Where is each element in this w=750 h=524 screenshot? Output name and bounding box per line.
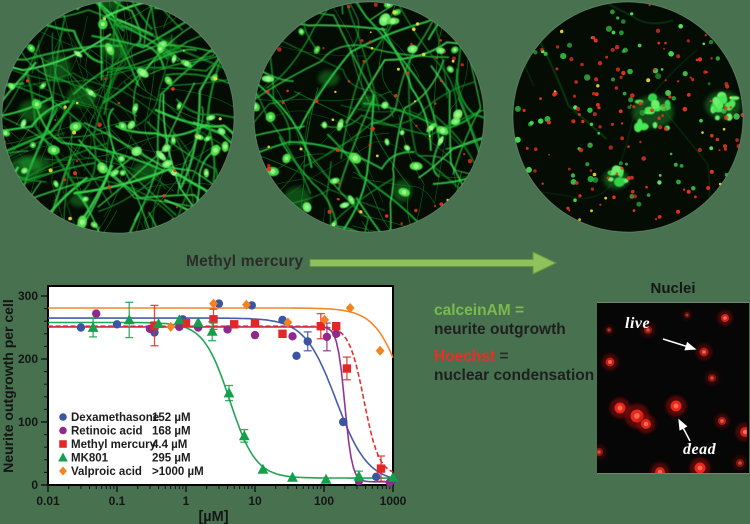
svg-text:300: 300 <box>18 289 38 303</box>
micrograph-degenerated-cells <box>513 2 743 232</box>
treatment-label: Methyl mercury <box>186 253 304 270</box>
series-Retinoic-acid <box>92 309 394 487</box>
svg-text:4.4 µM: 4.4 µM <box>152 439 187 451</box>
svg-text:100: 100 <box>314 494 334 508</box>
fit-curve-Valproic-acid <box>48 307 394 359</box>
hoechst-term-line: Hoechst = <box>434 347 509 366</box>
svg-text:Valproic acid: Valproic acid <box>71 466 142 478</box>
svg-text:10: 10 <box>248 494 262 508</box>
axis-ticks <box>41 295 394 492</box>
fit-curve-Dexamethasone <box>48 317 394 479</box>
micrograph-intermediate-neurites <box>254 2 484 232</box>
calcein-desc-line: neurite outgrowth <box>434 320 566 339</box>
svg-text:100: 100 <box>18 415 38 429</box>
dose-response-chart: 0.01 0.1 1 10 100 1000 0 100 200 300 [µM] Neurite o… <box>0 285 407 524</box>
hoechst-desc: nuclear condensation <box>434 367 595 384</box>
arrow-shape <box>309 251 557 275</box>
series-MK801 <box>87 301 399 484</box>
calcein-desc: neurite outgrowth <box>434 321 566 338</box>
svg-text:1000: 1000 <box>380 494 407 508</box>
series-Valproic-acid <box>166 298 385 356</box>
svg-text:0: 0 <box>31 478 38 492</box>
legend-item-Retinoic-acid: Retinoic acid 168 µM <box>59 426 191 438</box>
nuclei-dots-layer <box>591 303 750 482</box>
y-axis-title: Neurite outgrowth per cell <box>0 299 16 472</box>
hoechst-equals: = <box>499 348 509 365</box>
hoechst-desc-line: nuclear condensation <box>434 366 594 385</box>
svg-text:MK801: MK801 <box>71 453 109 465</box>
legend-item-Valproic-acid: Valproic acid >1000 µM <box>59 466 204 478</box>
svg-text:0.1: 0.1 <box>109 494 126 508</box>
x-axis-title: [µM] <box>198 509 228 524</box>
plot-area <box>47 285 394 486</box>
calcein-term-line: calceinAM = <box>434 301 524 320</box>
calcein-equals: = <box>514 302 525 319</box>
dead-label: dead <box>683 441 717 458</box>
svg-text:295 µM: 295 µM <box>152 453 191 465</box>
svg-text:0.01: 0.01 <box>36 494 60 508</box>
legend-item-MK801: MK801 295 µM <box>58 452 191 465</box>
axis-tick-labels: 0.01 0.1 1 10 100 1000 0 100 200 300 <box>18 289 407 508</box>
svg-text:>1000 µM: >1000 µM <box>152 466 204 478</box>
svg-text:200: 200 <box>18 352 38 366</box>
nuclei-micrograph: live dead <box>591 302 750 482</box>
dead-arrow-icon <box>678 418 691 442</box>
svg-text:1: 1 <box>183 494 190 508</box>
svg-text:Dexamethasone: Dexamethasone <box>71 412 159 424</box>
micrograph-row <box>1 0 744 234</box>
methyl-mercury-arrow-icon <box>309 251 557 275</box>
svg-text:152 µM: 152 µM <box>152 412 191 424</box>
fit-curve-MK801 <box>48 321 393 479</box>
calcein-term: calceinAM <box>434 302 511 319</box>
svg-text:Methyl mercury: Methyl mercury <box>71 439 157 451</box>
live-arrow-icon <box>662 338 697 351</box>
hoechst-term: Hoechst <box>434 348 496 365</box>
nuclei-panel-title: Nuclei <box>650 280 696 297</box>
svg-text:168 µM: 168 µM <box>152 426 191 438</box>
live-label: live <box>625 315 651 332</box>
svg-text:Retinoic acid: Retinoic acid <box>71 426 143 438</box>
